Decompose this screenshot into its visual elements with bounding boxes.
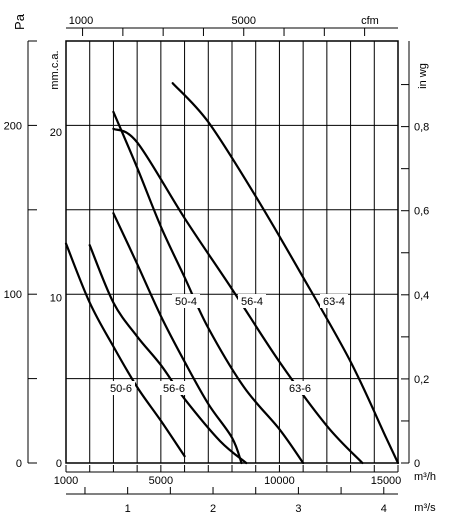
x-axis-tick-label-m3h: 1000: [54, 475, 78, 487]
y-axis-tick-label-mmca: 20: [50, 127, 62, 139]
top-axis-tick-label-cfm: 1000: [69, 15, 93, 27]
y-axis-label-mmca: mm.c.a.: [49, 50, 61, 89]
x-axis-label-m3h: m³/h: [414, 471, 436, 483]
curve-63-4: [171, 82, 400, 465]
series-labels-group: 50-6 56-6 50-4 56-4 63-6 63-4: [107, 294, 348, 395]
x-axis-tick-label-m3s: 2: [210, 503, 216, 515]
x-axis-tick-label-m3s: 3: [295, 503, 301, 515]
top-axis-label-cfm: cfm: [361, 15, 379, 27]
right-axis-tick-label-inwg: 0,4: [414, 290, 429, 302]
series-label-bg-63-4: [320, 294, 348, 308]
y-axis-tick-label-mmca: 10: [50, 292, 62, 304]
y-axis-tick-label-mmca: 0: [56, 458, 62, 470]
series-label-bg-63-6: [286, 381, 314, 395]
x-axis-tick-label-m3s: 4: [381, 503, 387, 515]
right-axis-tick-label-inwg: 0,8: [414, 122, 429, 134]
right-axis-tick-label-inwg: 0,2: [414, 374, 429, 386]
series-label-63-4: 63-4: [323, 296, 345, 308]
x-axis-tick-label-m3h: 10000: [264, 475, 295, 487]
curve-63-6: [112, 127, 364, 465]
right-axis-label-inwg: in wg: [417, 63, 429, 89]
series-label-bg-50-4: [172, 294, 200, 308]
series-label-63-6: 63-6: [289, 383, 311, 395]
y-axis-tick-label-pa: 0: [16, 458, 22, 470]
grid-lines: [66, 41, 398, 463]
curve-50-6: [64, 242, 186, 458]
y-axis-tick-label-pa: 100: [4, 289, 22, 301]
plot-frame: [65, 40, 399, 464]
top-axis-tick-label-cfm: 5000: [231, 15, 255, 27]
y-axis-label-pa: Pa: [12, 13, 27, 30]
series-label-56-4: 56-4: [241, 296, 263, 308]
x-axis-tick-label-m3h: 5000: [149, 475, 173, 487]
x-axis-tick-label-m3h: 15000: [371, 475, 402, 487]
x-axis-tick-label-m3s: 1: [125, 503, 131, 515]
series-label-bg-56-4: [238, 294, 266, 308]
series-label-50-4: 50-4: [175, 296, 197, 308]
series-label-56-6: 56-6: [163, 383, 185, 395]
curve-50-4: [112, 212, 243, 465]
y-axis-tick-label-pa: 200: [4, 120, 22, 132]
series-label-50-6: 50-6: [110, 383, 132, 395]
curves-group: [64, 82, 400, 465]
right-axis-tick-label-inwg: 0: [414, 458, 420, 470]
series-label-bg-56-6: [160, 381, 188, 395]
right-axis-tick-label-inwg: 0,6: [414, 206, 429, 218]
curve-56-6: [88, 244, 248, 465]
x-axis-label-m3s: m³/s: [414, 502, 436, 514]
series-label-bg-50-6: [107, 381, 135, 395]
